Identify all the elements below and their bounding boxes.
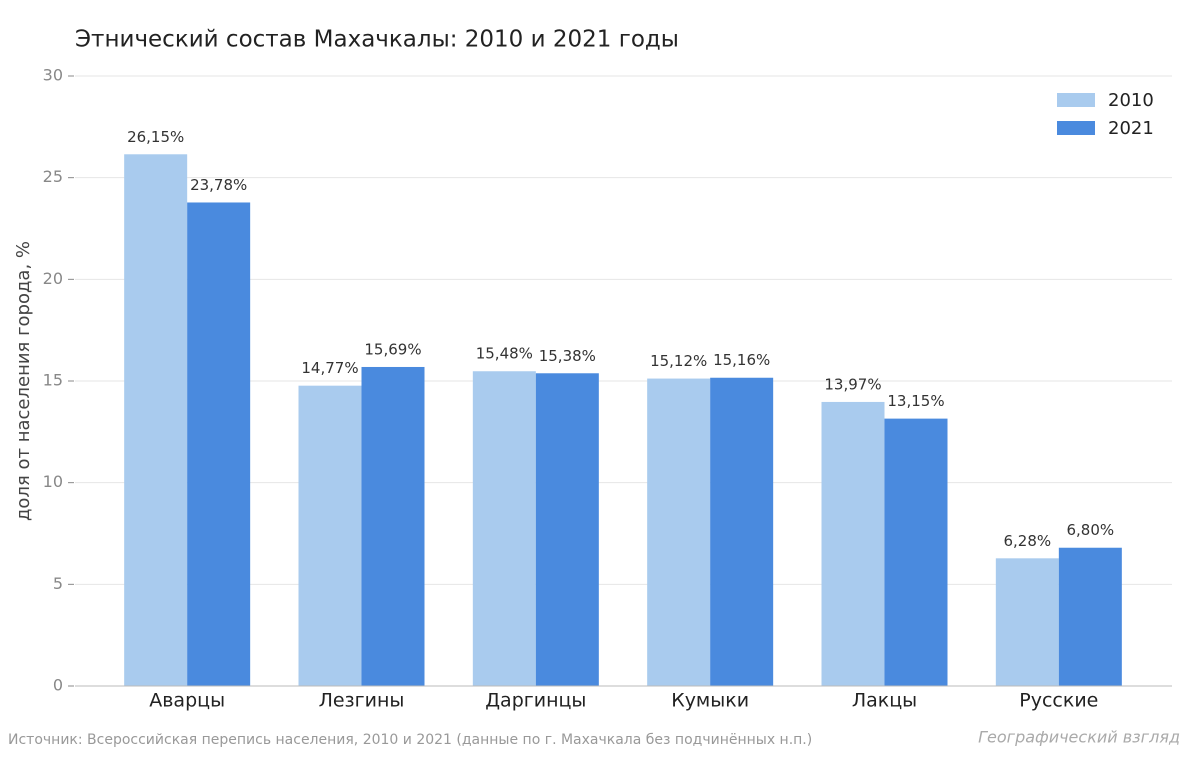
value-label: 15,38% xyxy=(539,347,596,365)
y-tick-label: 25 xyxy=(43,167,63,186)
legend-swatch xyxy=(1057,121,1095,135)
value-label: 13,97% xyxy=(824,375,881,393)
y-axis-label: доля от населения города, % xyxy=(13,241,34,521)
value-label: 6,28% xyxy=(1004,532,1052,550)
y-tick-label: 15 xyxy=(43,371,63,390)
bar xyxy=(821,401,885,686)
source-note: Источник: Всероссийская перепись населен… xyxy=(8,732,812,748)
value-label: 15,69% xyxy=(364,340,421,358)
legend-swatch xyxy=(1057,93,1095,107)
bar xyxy=(535,373,599,686)
bar xyxy=(647,378,711,686)
value-label: 23,78% xyxy=(190,176,247,194)
legend-label: 2010 xyxy=(1108,90,1154,111)
chart-title: Этнический состав Махачкалы: 2010 и 2021… xyxy=(75,27,679,53)
y-tick-label: 10 xyxy=(43,472,63,491)
x-tick-label: Аварцы xyxy=(149,690,225,712)
value-label: 6,80% xyxy=(1067,521,1115,539)
x-tick-label: Лакцы xyxy=(852,690,917,712)
bar xyxy=(187,202,251,686)
bar xyxy=(361,366,425,686)
value-label: 15,16% xyxy=(713,351,770,369)
bar xyxy=(124,154,188,687)
bar xyxy=(995,558,1059,686)
y-tick-label: 30 xyxy=(43,66,63,85)
bar xyxy=(710,377,774,686)
x-tick-label: Русские xyxy=(1019,690,1098,712)
y-tick-label: 0 xyxy=(53,676,63,695)
x-tick-label: Даргинцы xyxy=(485,690,586,712)
value-label: 15,12% xyxy=(650,352,707,370)
x-tick-label: Лезгины xyxy=(319,690,405,712)
brand: Географический взгляд xyxy=(978,728,1180,747)
y-tick-label: 20 xyxy=(43,269,63,288)
bar xyxy=(884,418,948,686)
legend-label: 2021 xyxy=(1108,118,1154,139)
bar xyxy=(1058,547,1122,686)
value-label: 13,15% xyxy=(887,392,944,410)
value-label: 26,15% xyxy=(127,128,184,146)
value-label: 15,48% xyxy=(476,345,533,363)
bar xyxy=(472,371,536,686)
bar xyxy=(298,385,362,686)
y-tick-label: 5 xyxy=(53,574,63,593)
x-tick-label: Кумыки xyxy=(671,690,749,712)
value-label: 14,77% xyxy=(301,359,358,377)
